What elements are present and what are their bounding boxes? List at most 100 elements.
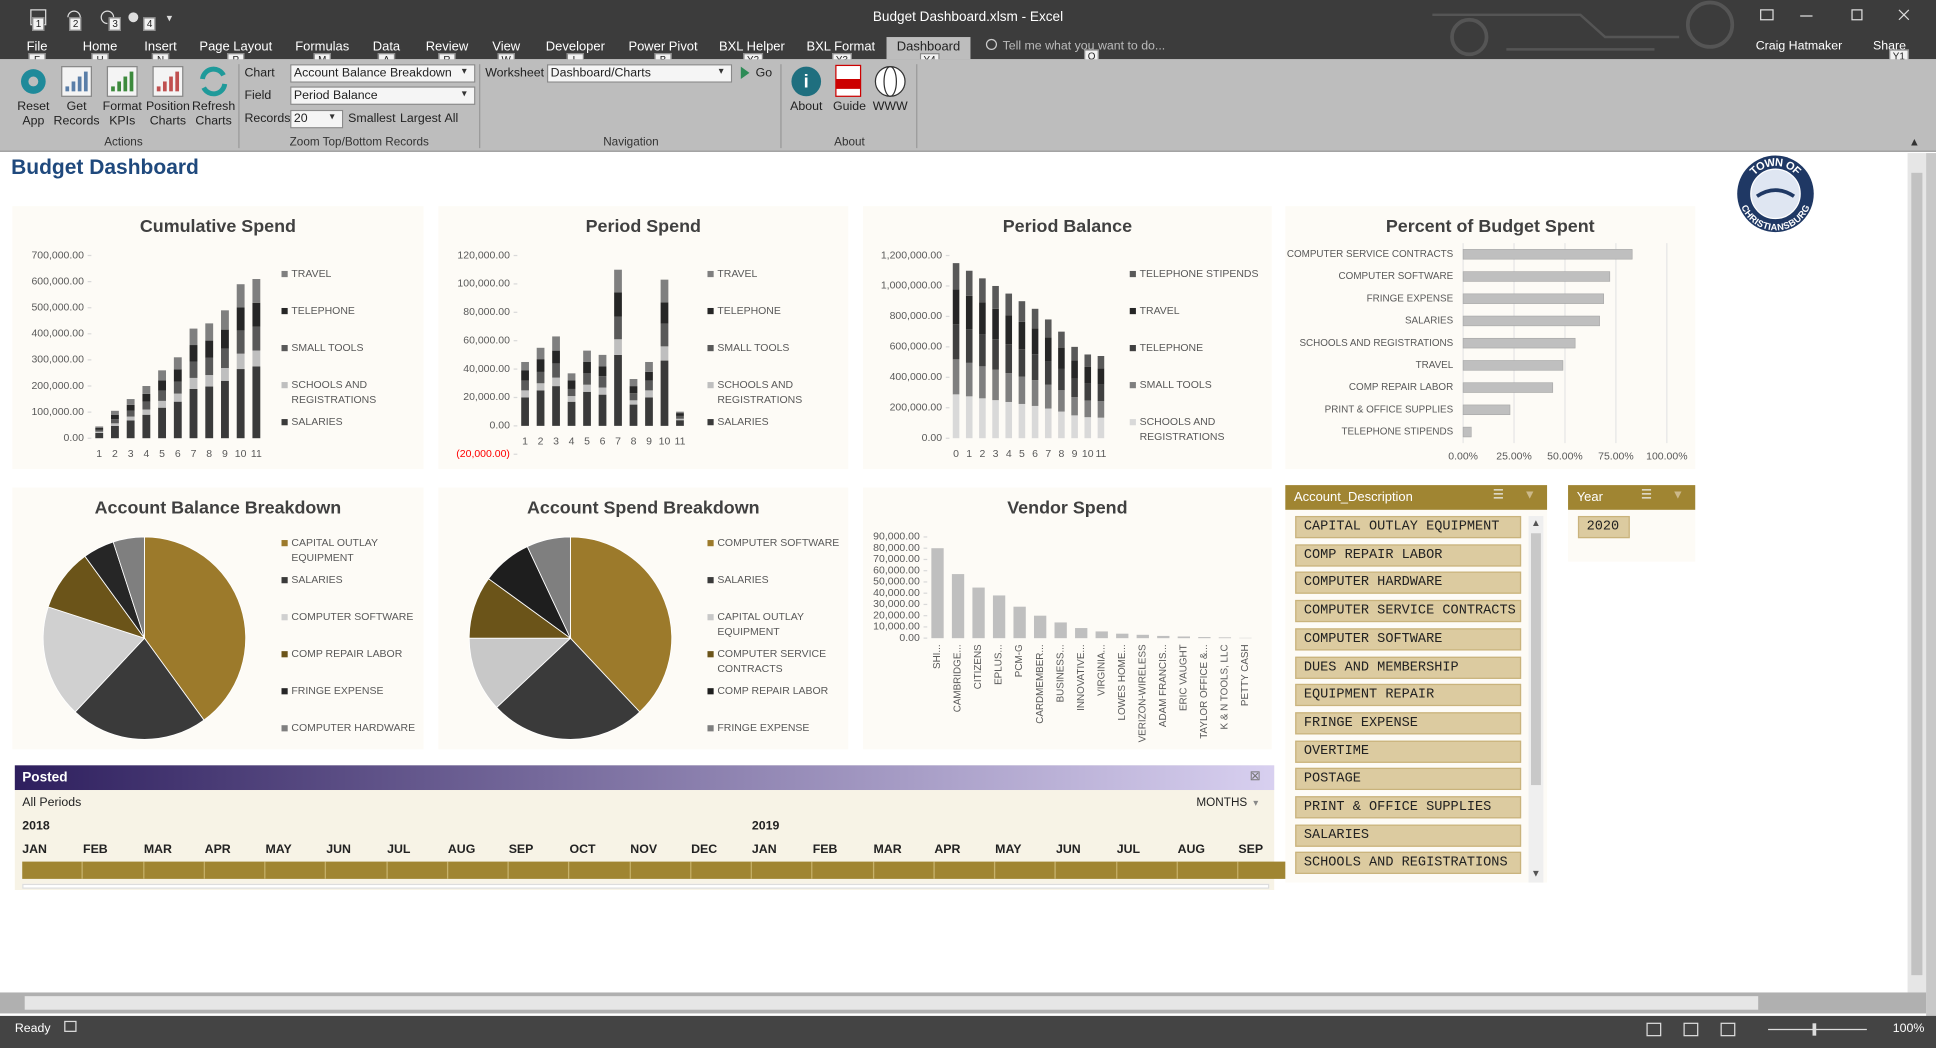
ribbon-button[interactable]: Guide bbox=[832, 99, 866, 114]
timeline-month[interactable]: SEP bbox=[508, 843, 534, 857]
smallest-button[interactable]: Smallest bbox=[348, 112, 396, 126]
timeline-month[interactable]: JAN bbox=[22, 843, 47, 857]
tell-me-box[interactable]: Tell me what you want to do... bbox=[1002, 39, 1166, 54]
timeline-month[interactable]: AUG bbox=[1177, 843, 1206, 857]
y-tick-label: 600,000.00 bbox=[890, 342, 943, 353]
slicer-item[interactable]: EQUIPMENT REPAIR bbox=[1295, 684, 1522, 707]
timeline-month[interactable]: NOV bbox=[630, 843, 658, 857]
horizontal-scroll-thumb[interactable] bbox=[24, 996, 1759, 1010]
worksheet-dropdown[interactable]: Dashboard/Charts bbox=[546, 64, 733, 83]
timeline-period-bar[interactable] bbox=[812, 861, 874, 879]
timeline-period-bar[interactable] bbox=[1055, 861, 1117, 879]
slicer-item[interactable]: SALARIES bbox=[1295, 824, 1522, 847]
clear-filter-button[interactable]: ⊠ bbox=[1249, 769, 1261, 784]
timeline-month[interactable]: APR bbox=[934, 843, 961, 857]
timeline-period-bar[interactable] bbox=[751, 861, 813, 879]
timeline-month[interactable]: JUN bbox=[1055, 843, 1081, 857]
timeline-month[interactable]: MAY bbox=[995, 843, 1022, 857]
vertical-scroll-thumb[interactable] bbox=[1911, 172, 1923, 976]
slicer-item[interactable]: SCHOOLS AND REGISTRATIONS bbox=[1295, 852, 1522, 875]
timeline-period-bar[interactable] bbox=[265, 861, 327, 879]
timeline-period-bar[interactable] bbox=[143, 861, 205, 879]
ribbon-button[interactable]: Get Records bbox=[53, 99, 100, 129]
ribbon-button[interactable]: Refresh Charts bbox=[191, 99, 236, 129]
timeline-month[interactable]: JAN bbox=[751, 843, 777, 857]
timeline-period-bar[interactable] bbox=[1116, 861, 1178, 879]
slicer-item[interactable]: PRINT & OFFICE SUPPLIES bbox=[1295, 796, 1522, 819]
timeline-month[interactable]: OCT bbox=[569, 843, 596, 857]
all-button[interactable]: All bbox=[444, 112, 459, 126]
ribbon-tab[interactable]: View bbox=[492, 39, 521, 55]
ribbon-button[interactable]: Reset App bbox=[17, 99, 50, 129]
timeline-month[interactable]: AUG bbox=[447, 843, 476, 857]
slicer-item[interactable]: OVERTIME bbox=[1295, 740, 1522, 763]
timeline-month[interactable]: MAY bbox=[265, 843, 292, 857]
timeline-period-bar[interactable] bbox=[1177, 861, 1239, 879]
timeline-period-bar[interactable] bbox=[873, 861, 935, 879]
timeline-month[interactable]: JUL bbox=[1116, 843, 1141, 857]
slicer-item[interactable]: CAPITAL OUTLAY EQUIPMENT bbox=[1295, 515, 1522, 539]
clear-filter-button[interactable]: ▼ bbox=[1671, 488, 1685, 503]
bar-segment bbox=[992, 285, 999, 309]
timeline-period-bar[interactable] bbox=[22, 861, 84, 879]
ribbon-button[interactable]: About bbox=[790, 99, 823, 114]
largest-button[interactable]: Largest bbox=[400, 112, 442, 126]
ribbon-tab[interactable]: File bbox=[26, 39, 48, 55]
timeline-month[interactable]: SEP bbox=[1238, 843, 1264, 857]
ribbon-tab[interactable]: Insert bbox=[144, 39, 177, 55]
multi-select-button[interactable]: ☰ bbox=[1492, 488, 1504, 503]
slicer-item[interactable]: COMP REPAIR LABOR bbox=[1295, 543, 1522, 567]
slicer-item[interactable]: 2020 bbox=[1577, 515, 1630, 539]
clear-filter-button[interactable]: ▼ bbox=[1523, 488, 1536, 503]
timeline-month[interactable]: JUN bbox=[326, 843, 351, 857]
ribbon-tab[interactable]: Home bbox=[82, 39, 118, 55]
timeline-month[interactable]: DEC bbox=[691, 843, 718, 857]
ribbon-tab[interactable]: BXL Helper bbox=[719, 39, 785, 55]
timeline-month[interactable]: FEB bbox=[812, 843, 838, 857]
ribbon-tab[interactable]: Formulas bbox=[295, 39, 350, 55]
slicer-item[interactable]: FRINGE EXPENSE bbox=[1295, 712, 1522, 735]
ribbon-tab[interactable]: Developer bbox=[545, 39, 605, 55]
timeline-level[interactable]: MONTHS bbox=[1196, 796, 1248, 810]
timeline-period-bar[interactable] bbox=[447, 861, 509, 879]
timeline-period-bar[interactable] bbox=[326, 861, 388, 879]
timeline-period-bar[interactable] bbox=[204, 861, 266, 879]
scroll-up[interactable]: ▲ bbox=[1531, 517, 1541, 529]
slicer-item[interactable]: COMPUTER SOFTWARE bbox=[1295, 628, 1522, 651]
slicer-scroll-thumb[interactable] bbox=[1531, 533, 1541, 786]
field-dropdown[interactable]: Period Balance bbox=[290, 86, 476, 105]
ribbon-button[interactable]: WWW bbox=[872, 99, 908, 114]
timeline-period-bar[interactable] bbox=[387, 861, 448, 879]
timeline-period-bar[interactable] bbox=[995, 861, 1056, 879]
status-zoom[interactable]: 100% bbox=[1892, 1022, 1925, 1036]
timeline-period-bar[interactable] bbox=[934, 861, 996, 879]
timeline-month[interactable]: FEB bbox=[83, 843, 108, 857]
ribbon-button[interactable]: Format KPIs bbox=[102, 99, 142, 129]
timeline-month[interactable]: MAR bbox=[873, 843, 902, 857]
ribbon-tab[interactable]: Review bbox=[425, 39, 469, 55]
timeline-period-bar[interactable] bbox=[630, 861, 692, 879]
timeline-period-bar[interactable] bbox=[83, 861, 144, 879]
timeline-month[interactable]: MAR bbox=[143, 843, 172, 857]
ribbon-tab[interactable]: Power Pivot bbox=[628, 39, 698, 55]
timeline-month[interactable]: APR bbox=[204, 843, 231, 857]
ribbon-tab[interactable]: Data bbox=[372, 39, 401, 55]
ribbon-tab[interactable]: Dashboard bbox=[886, 37, 971, 60]
multi-select-button[interactable]: ☰ bbox=[1640, 488, 1652, 503]
timeline-month[interactable]: JUL bbox=[387, 843, 411, 857]
slicer-item[interactable]: COMPUTER HARDWARE bbox=[1295, 572, 1522, 595]
ribbon-tab[interactable]: BXL Format bbox=[806, 39, 876, 55]
timeline-period-bar[interactable] bbox=[508, 861, 570, 879]
slicer-item[interactable]: DUES AND MEMBERSHIP bbox=[1295, 656, 1522, 679]
chart-dropdown[interactable]: Account Balance Breakdown bbox=[290, 64, 476, 83]
go-button[interactable]: Go bbox=[755, 66, 773, 81]
records-dropdown[interactable]: 20 bbox=[290, 109, 344, 129]
scroll-down[interactable]: ▼ bbox=[1531, 867, 1541, 879]
timeline-period-bar[interactable] bbox=[691, 861, 752, 879]
bar-segment bbox=[252, 366, 261, 439]
ribbon-button[interactable]: Position Charts bbox=[145, 99, 190, 129]
timeline-period-bar[interactable] bbox=[569, 861, 631, 879]
slicer-item[interactable]: COMPUTER SERVICE CONTRACTS bbox=[1295, 600, 1522, 623]
ribbon-tab[interactable]: Page Layout bbox=[199, 39, 273, 55]
slicer-item[interactable]: POSTAGE bbox=[1295, 768, 1522, 791]
